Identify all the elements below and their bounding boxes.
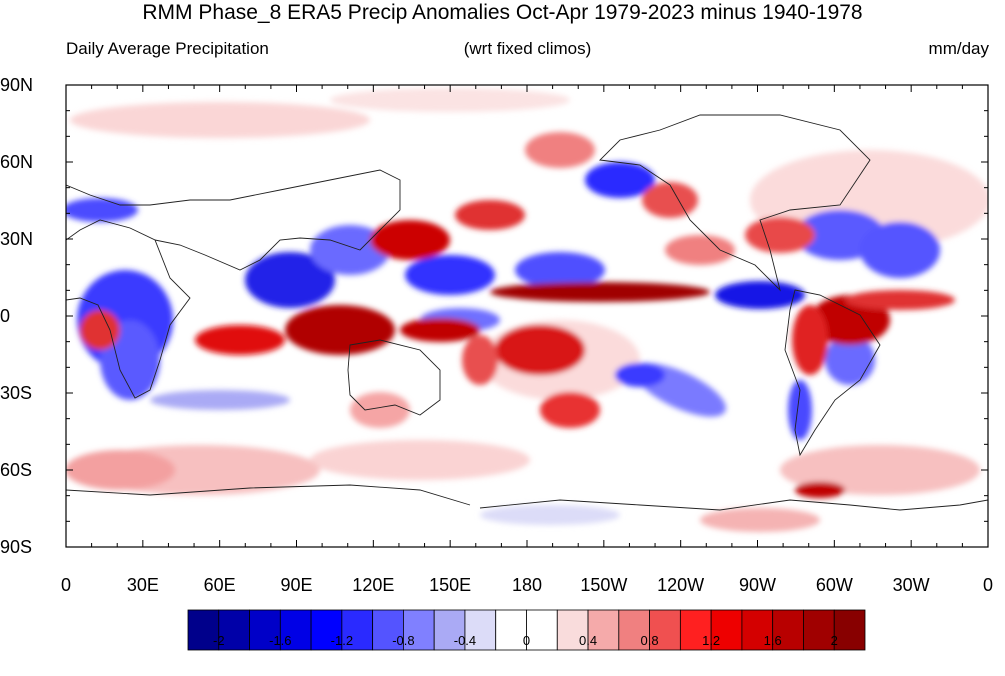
colorbar-swatch [772,609,804,651]
colorbar-tick-label: 0.4 [578,633,598,648]
colorbar-swatch [310,609,343,651]
lat-label: 60S [0,460,33,480]
lon-label: 120W [657,575,705,595]
lon-label: 60W [815,575,853,595]
colorbar-tick-label: -2 [212,633,225,648]
colorbar-tick-label: 0.8 [640,633,659,648]
lon-label: 120E [352,575,395,595]
lat-label: 30S [0,383,33,403]
colorbar-tick-label: 2 [830,633,838,648]
colorbar-tick-label: 1.6 [763,633,782,648]
colorbar-tick-label: 1.2 [702,633,721,648]
units-label: mm/day [928,39,989,58]
lon-label: 30E [126,575,159,595]
anomaly-field [66,85,988,547]
lat-label: 90S [0,537,33,557]
colorbar-swatch [833,609,866,651]
lon-label: 0 [60,575,72,595]
plot-title: RMM Phase_8 ERA5 Precip Anomalies Oct-Ap… [142,1,863,24]
colorbar-swatch [710,609,743,651]
colorbar-swatch [187,609,220,651]
colorbar-swatch [372,609,404,651]
colorbar-swatch [495,609,527,651]
lat-label: 30N [0,229,34,249]
colorbar-swatch [433,609,466,651]
lon-label: 90W [738,575,777,595]
colorbar-swatch [249,609,281,651]
lon-label: 60E [203,575,236,595]
lon-label: 180 [511,575,543,595]
colorbar-swatch [618,609,650,651]
colorbar-swatch [556,609,589,651]
lon-label: 0 [982,575,994,595]
lon-label: 30W [892,575,930,595]
colorbar-tick-label: -0.4 [453,633,477,648]
lat-label: 0 [0,306,11,326]
colorbar-swatch [679,609,712,651]
subtitle-center: (wrt fixed climos) [463,39,592,58]
colorbar-swatch [218,609,250,651]
lon-label: 90E [280,575,313,595]
colorbar-tick-label: 0 [522,633,531,648]
subtitle-left: Daily Average Precipitation [66,39,269,58]
colorbar-swatch [279,609,312,651]
lon-label: 150W [580,575,628,595]
colorbar-tick-label: -0.8 [392,633,415,648]
colorbar-tick-label: -1.2 [330,633,354,648]
colorbar [187,609,866,651]
lat-label: 90N [0,75,34,95]
colorbar-swatch [649,609,681,651]
lon-label: 150E [429,575,472,595]
colorbar-swatch [526,609,558,651]
colorbar-swatch [464,609,497,651]
colorbar-swatch [341,609,374,651]
lat-label: 60N [0,152,34,172]
colorbar-swatch [403,609,435,651]
colorbar-tick-label: -1.6 [269,633,292,648]
